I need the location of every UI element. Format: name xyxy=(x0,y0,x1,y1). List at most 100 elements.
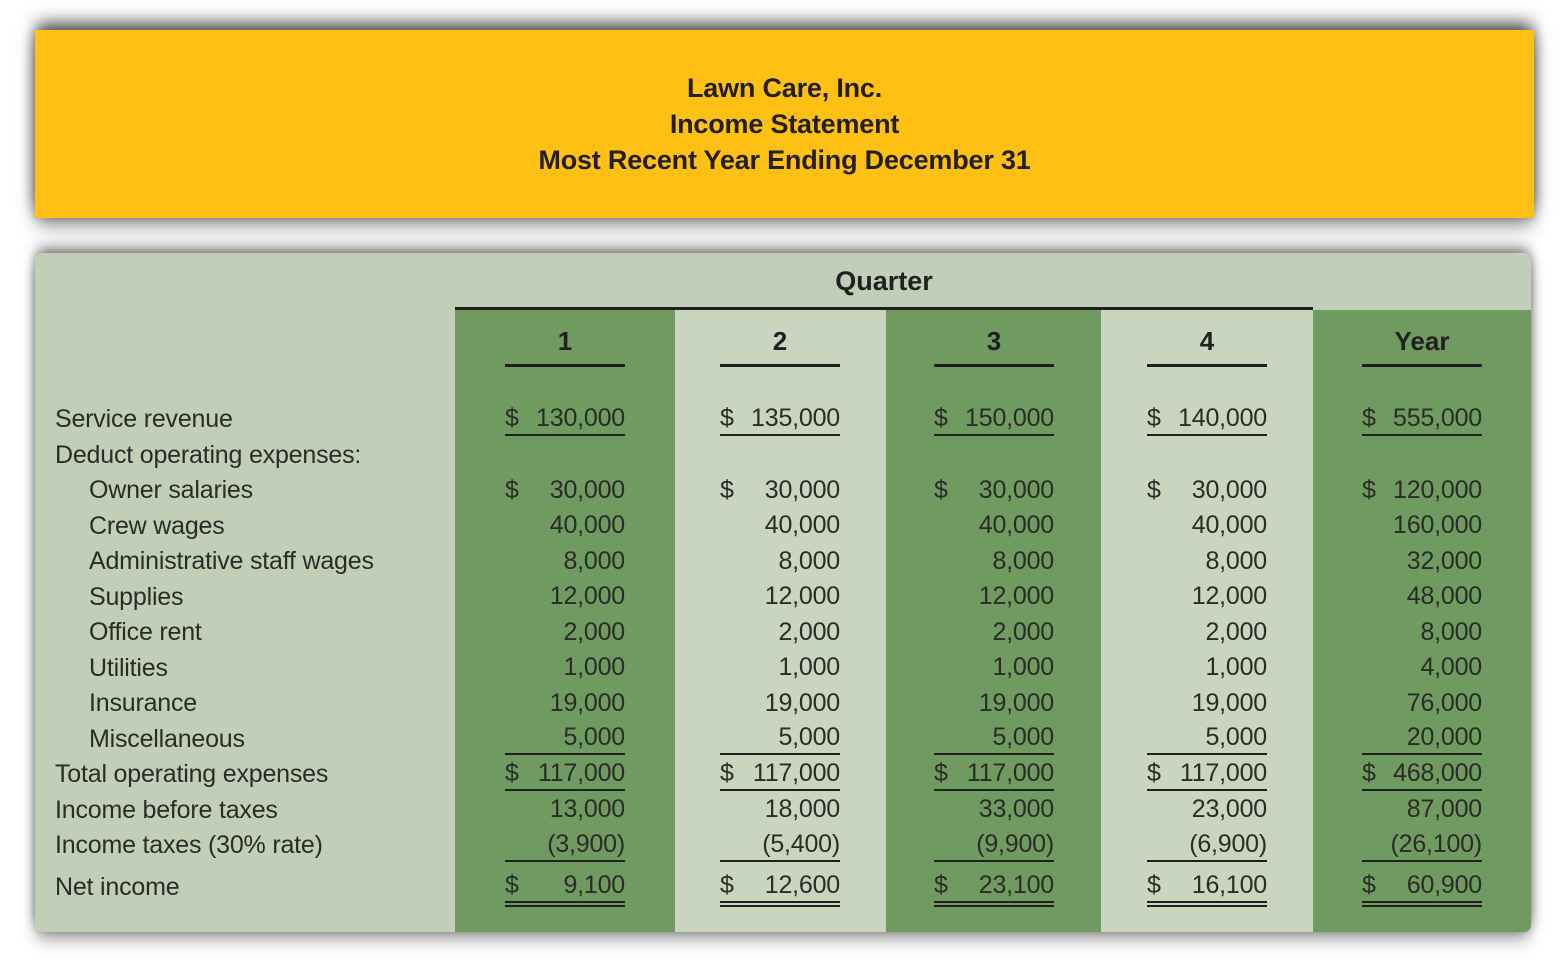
period-subtitle: Most Recent Year Ending December 31 xyxy=(538,144,1031,175)
amount: 5,000 xyxy=(563,723,625,752)
row-label: Total operating expenses xyxy=(55,760,329,788)
amount: 19,000 xyxy=(764,688,840,717)
column-headers: 1 2 3 4 Year xyxy=(35,253,1531,932)
amount: 87,000 xyxy=(1406,795,1482,824)
cell-value: $117,000 xyxy=(720,757,840,793)
currency-symbol: $ xyxy=(720,403,734,432)
amount: 76,000 xyxy=(1406,688,1482,717)
quarter-group-header: Quarter xyxy=(835,266,933,296)
cell-value: 19,000 xyxy=(720,686,840,722)
cell-value: 40,000 xyxy=(720,509,840,545)
amount: 16,100 xyxy=(1191,871,1267,900)
currency-symbol: $ xyxy=(505,871,519,900)
cell-value: 20,000 xyxy=(1362,722,1482,758)
cell-value: $12,600 xyxy=(720,870,840,908)
quarter-3-column-stripe xyxy=(886,310,1101,932)
table-row: Income taxes (30% rate) (3,900) (5,400) (9,… xyxy=(35,828,1531,864)
cell-value: 12,000 xyxy=(1147,580,1267,616)
cell-value: 40,000 xyxy=(505,509,625,545)
amount: 8,000 xyxy=(1420,617,1482,646)
cell-value: 48,000 xyxy=(1362,580,1482,616)
column-header-2: 2 xyxy=(720,326,840,367)
amount: 19,000 xyxy=(549,688,625,717)
currency-symbol: $ xyxy=(720,758,734,787)
currency-symbol: $ xyxy=(1147,871,1161,900)
amount: 20,000 xyxy=(1406,723,1482,752)
currency-symbol: $ xyxy=(720,871,734,900)
row-label: Deduct operating expenses: xyxy=(55,440,362,469)
currency-symbol: $ xyxy=(720,475,734,504)
amount: 40,000 xyxy=(764,511,840,540)
row-label: Service revenue xyxy=(55,405,233,433)
amount: 135,000 xyxy=(751,403,840,432)
cell-value: $150,000 xyxy=(934,402,1054,438)
table-row: Crew wages 40,000 40,000 40,000 40,000 160,00… xyxy=(35,509,1531,545)
row-label: Miscellaneous xyxy=(89,724,245,753)
table-row: Insurance 19,000 19,000 19,000 19,000 76,000 xyxy=(35,686,1531,722)
amount: 23,000 xyxy=(1191,795,1267,824)
row-label: Income taxes (30% rate) xyxy=(55,831,323,859)
column-header-3: 3 xyxy=(934,326,1054,367)
column-header-4: 4 xyxy=(1147,326,1267,367)
statement-title: Income Statement xyxy=(669,108,900,139)
amount: 33,000 xyxy=(978,795,1054,824)
cell-value: 12,000 xyxy=(505,580,625,616)
table-row: Owner salaries $30,000 $30,000 $30,000 $30,0… xyxy=(35,473,1531,509)
row-label: Owner salaries xyxy=(89,476,253,504)
cell-value: 2,000 xyxy=(720,615,840,651)
cell-value: 12,000 xyxy=(720,580,840,616)
amount: 1,000 xyxy=(563,653,625,682)
amount: 19,000 xyxy=(1191,688,1267,717)
cell-value: $30,000 xyxy=(1147,473,1267,509)
cell-value: 87,000 xyxy=(1362,793,1482,829)
cell-value: $30,000 xyxy=(934,473,1054,509)
cell-value: 40,000 xyxy=(934,509,1054,545)
amount: 150,000 xyxy=(965,403,1054,432)
cell-value: 8,000 xyxy=(1362,615,1482,651)
currency-symbol: $ xyxy=(505,475,519,504)
amount: 2,000 xyxy=(992,617,1054,646)
currency-symbol: $ xyxy=(505,403,519,432)
amount: 60,900 xyxy=(1406,871,1482,900)
amount: 8,000 xyxy=(992,546,1054,575)
column-header-1: 1 xyxy=(505,326,625,367)
amount: 40,000 xyxy=(1191,511,1267,540)
quarter-2-column-stripe xyxy=(675,310,886,932)
company-name: Lawn Care, Inc. xyxy=(686,72,883,103)
table-row: Deduct operating expenses: xyxy=(35,438,1531,474)
cell-value: $30,000 xyxy=(505,473,625,509)
amount: 12,000 xyxy=(549,582,625,611)
currency-symbol: $ xyxy=(1362,475,1376,504)
cell-value: 18,000 xyxy=(720,793,840,829)
amount: 12,600 xyxy=(764,871,840,900)
cell-value: 13,000 xyxy=(505,793,625,829)
cell-value: 19,000 xyxy=(505,686,625,722)
cell-value: 2,000 xyxy=(1147,615,1267,651)
quarter-group-underline xyxy=(455,307,1313,310)
amount: 8,000 xyxy=(563,546,625,575)
cell-value: 1,000 xyxy=(934,651,1054,687)
year-column-stripe xyxy=(1313,310,1531,932)
amount: 30,000 xyxy=(549,475,625,504)
amount: 19,000 xyxy=(978,688,1054,717)
cell-value: $60,900 xyxy=(1362,870,1482,908)
cell-value: 8,000 xyxy=(1147,544,1267,580)
amount: 117,000 xyxy=(537,758,625,787)
amount: 40,000 xyxy=(978,511,1054,540)
currency-symbol: $ xyxy=(934,475,948,504)
row-label: Insurance xyxy=(89,689,197,717)
cell-value: $140,000 xyxy=(1147,402,1267,438)
amount: 12,000 xyxy=(1191,582,1267,611)
table-row: Office rent 2,000 2,000 2,000 2,000 8,000 xyxy=(35,615,1531,651)
cell-value: 2,000 xyxy=(505,615,625,651)
cell-value: $23,100 xyxy=(934,870,1054,908)
cell-value: $117,000 xyxy=(505,757,625,793)
amount: 1,000 xyxy=(992,653,1054,682)
amount: 120,000 xyxy=(1393,475,1482,504)
cell-value: 160,000 xyxy=(1362,509,1482,545)
cell-value: $120,000 xyxy=(1362,473,1482,509)
cell-value: 4,000 xyxy=(1362,651,1482,687)
amount: (26,100) xyxy=(1390,829,1482,858)
amount: 48,000 xyxy=(1406,582,1482,611)
currency-symbol: $ xyxy=(934,403,948,432)
